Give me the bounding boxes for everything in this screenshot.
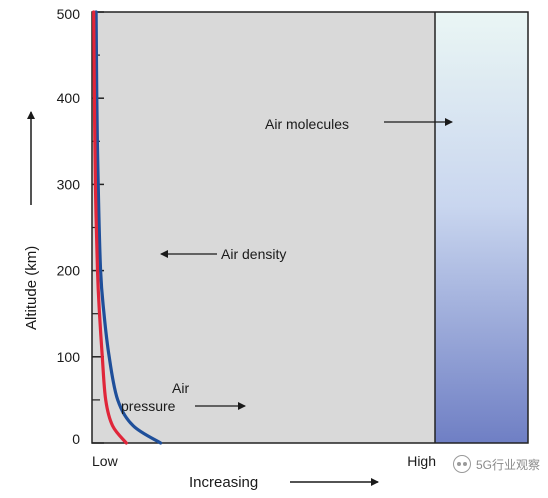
air-molecules-panel [435,12,528,443]
watermark-text: 5G行业观察 [475,457,540,472]
y-tick-label: 300 [57,176,81,192]
y-tick-label: 400 [57,90,81,106]
x-axis-title: Increasing [189,474,258,491]
x-tick-label-low: Low [92,453,119,469]
y-tick-label: 0 [72,431,80,447]
y-axis-title: Altitude (km) [23,246,40,330]
x-axis-ticks: Low High [92,453,436,469]
y-tick-label: 200 [57,263,81,279]
plot-background [92,12,435,443]
x-tick-label-high: High [407,453,436,469]
series-line-air-pressure [92,10,128,445]
annotation-air-molecules: Air molecules [265,116,349,132]
wechat-icon [452,455,471,473]
y-tick-label: 100 [57,349,81,365]
y-axis-ticks: 0 100 200 300 400 500 [57,6,104,447]
annotation-air-pressure-line2: pressure [121,398,176,414]
y-tick-label: 500 [57,6,81,22]
annotation-air-pressure-line1: Air [172,380,189,396]
series-layer [92,10,163,445]
watermark: 5G行业观察 [452,455,540,473]
series-line-air-density [94,10,163,445]
annotation-air-density: Air density [221,246,286,262]
